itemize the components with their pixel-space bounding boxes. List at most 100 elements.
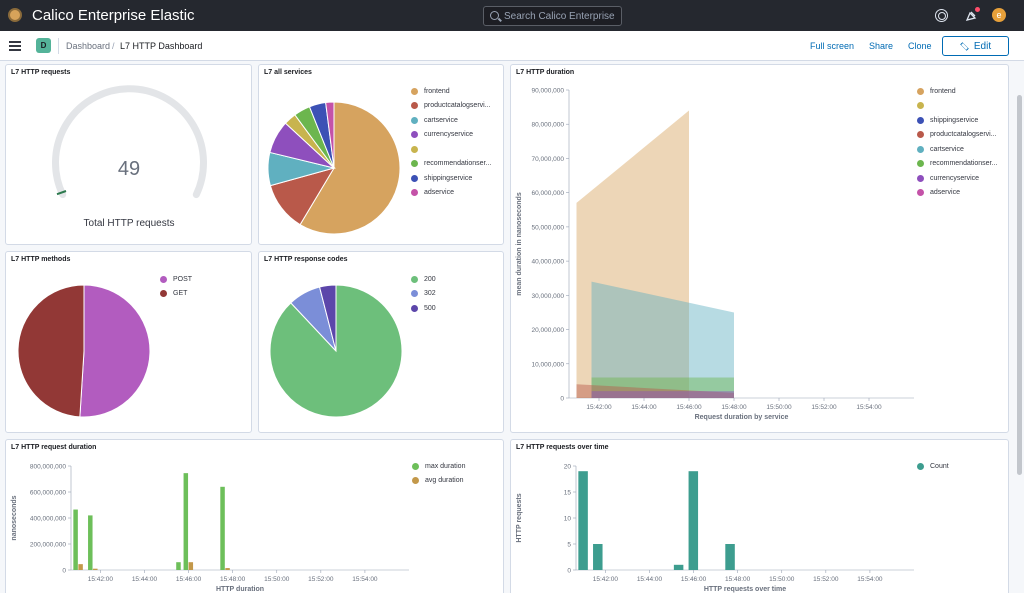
- bar: [578, 471, 588, 570]
- legend-dot: [411, 87, 418, 95]
- methods-legend: POST GET: [160, 272, 192, 301]
- legend-label: recommendationser...: [930, 160, 998, 168]
- legend-item[interactable]: recommendationser...: [411, 157, 491, 172]
- legend-item[interactable]: recommendationser...: [917, 157, 997, 172]
- newsfeed-icon[interactable]: [965, 9, 978, 22]
- duration-area-chart[interactable]: 0 10,000,000 20,000,000 30,000,000 40,000,00…: [511, 65, 1010, 434]
- legend-item[interactable]: cartservice: [411, 113, 491, 128]
- codes-legend: 200 302 500: [411, 272, 436, 316]
- legend-dot: [411, 160, 418, 168]
- bar: [725, 544, 735, 570]
- full-screen-button[interactable]: Full screen: [810, 41, 855, 51]
- legend-item[interactable]: frontend: [917, 84, 997, 99]
- legend-dot: [411, 275, 418, 283]
- legend-dot: [411, 189, 418, 197]
- legend-item[interactable]: [411, 142, 491, 157]
- legend-label: 302: [424, 290, 436, 298]
- panel-title: L7 HTTP requests: [11, 69, 71, 76]
- x-tick-label: 15:50:00: [769, 576, 795, 583]
- y-tick-label: 400,000,000: [30, 516, 67, 523]
- avatar[interactable]: e: [992, 8, 1006, 22]
- y-tick-label: 0: [567, 568, 571, 575]
- legend-item[interactable]: frontend: [411, 84, 491, 99]
- x-axis-label: HTTP requests over time: [704, 586, 786, 593]
- legend-item[interactable]: adservice: [411, 186, 491, 201]
- legend-dot: [412, 477, 419, 485]
- legend-item[interactable]: adservice: [917, 186, 997, 201]
- legend-dot: [411, 116, 418, 124]
- search-input[interactable]: Search Calico Enterprise: [483, 6, 622, 26]
- x-axis-label: Request duration by service: [695, 414, 789, 421]
- y-tick-label: 20,000,000: [531, 327, 564, 334]
- x-tick-label: 15:44:00: [637, 576, 663, 583]
- legend-label: adservice: [930, 189, 960, 197]
- request-duration-bar-chart[interactable]: 0 200,000,000 400,000,000 600,000,000 800,00…: [6, 440, 505, 593]
- edit-button[interactable]: Edit: [942, 36, 1009, 56]
- y-tick-label: 800,000,000: [30, 464, 67, 471]
- calico-logo-icon[interactable]: [8, 8, 22, 22]
- pie-slice: [325, 101, 335, 169]
- legend-label: POST: [173, 275, 193, 283]
- legend-item[interactable]: avg duration: [412, 474, 465, 489]
- y-axis-label: HTTP requests: [516, 493, 523, 542]
- methods-pie[interactable]: [9, 276, 159, 426]
- y-axis-label: nanoseconds: [11, 495, 18, 540]
- scrollbar-thumb[interactable]: [1017, 95, 1022, 475]
- legend-item[interactable]: cartservice: [917, 142, 997, 157]
- legend-label: recommendationser...: [424, 160, 492, 168]
- bar: [673, 564, 684, 570]
- panel-requests-over-time: L7 HTTP requests over time 0 5 10 15 20 15:42…: [510, 439, 1009, 593]
- legend-item[interactable]: currencyservice: [411, 128, 491, 143]
- breadcrumb-dashboard[interactable]: Dashboard: [66, 41, 111, 51]
- legend-dot: [917, 160, 924, 168]
- legend-item[interactable]: currencyservice: [917, 171, 997, 186]
- services-pie[interactable]: [259, 93, 409, 243]
- area-series: [576, 110, 689, 399]
- panel-title: L7 HTTP duration: [516, 69, 575, 76]
- legend-item[interactable]: productcatalogservi...: [411, 99, 491, 114]
- bar: [88, 515, 93, 570]
- legend-item[interactable]: 500: [411, 301, 436, 316]
- legend-item[interactable]: 302: [411, 287, 436, 302]
- y-axis-label: mean duration in nanoseconds: [516, 192, 523, 296]
- help-icon[interactable]: [935, 9, 948, 22]
- space-badge[interactable]: D: [36, 38, 51, 53]
- x-tick-label: 15:50:00: [264, 576, 290, 583]
- bar: [225, 568, 230, 570]
- legend-dot: [917, 116, 924, 124]
- bar: [688, 471, 699, 570]
- legend-item[interactable]: productcatalogservi...: [917, 128, 997, 143]
- panel-http-methods: L7 HTTP methods POST GET: [5, 251, 252, 433]
- clone-button[interactable]: Clone: [908, 41, 932, 51]
- x-tick-label: 15:44:00: [132, 576, 158, 583]
- x-tick-label: 15:44:00: [631, 404, 657, 411]
- legend-label: adservice: [424, 189, 454, 197]
- legend-item[interactable]: Count: [917, 459, 949, 474]
- legend-item[interactable]: 200: [411, 272, 436, 287]
- legend-dot: [411, 131, 418, 139]
- legend-item[interactable]: GET: [160, 287, 192, 302]
- bar: [176, 562, 181, 570]
- legend-dot: [917, 131, 924, 139]
- gauge-label: Total HTTP requests: [84, 218, 175, 229]
- share-button[interactable]: Share: [869, 41, 894, 51]
- x-tick-label: 15:54:00: [856, 404, 882, 411]
- legend-label: avg duration: [425, 477, 464, 485]
- legend-item[interactable]: shippingservice: [411, 171, 491, 186]
- legend-label: currencyservice: [930, 174, 980, 182]
- requests-over-time-bar-chart[interactable]: 0 5 10 15 20 15:42:00 15:44:00 15:46:00 15:48:00…: [511, 440, 1010, 593]
- legend-item[interactable]: max duration: [412, 459, 465, 474]
- legend-item[interactable]: POST: [160, 272, 192, 287]
- legend-label: GET: [173, 290, 188, 298]
- codes-pie[interactable]: [261, 276, 411, 426]
- legend-item[interactable]: shippingservice: [917, 113, 997, 128]
- pie-slice: [318, 284, 337, 352]
- panel-title: L7 HTTP request duration: [11, 444, 97, 451]
- y-tick-label: 200,000,000: [30, 542, 67, 549]
- legend-item[interactable]: [917, 99, 997, 114]
- y-tick-label: 40,000,000: [531, 259, 564, 266]
- pie-slice: [299, 101, 401, 235]
- panel-http-duration: L7 HTTP duration 0 10,000,000 20,000,000 30…: [510, 64, 1009, 433]
- legend-label: shippingservice: [424, 174, 473, 182]
- menu-button[interactable]: [9, 41, 21, 51]
